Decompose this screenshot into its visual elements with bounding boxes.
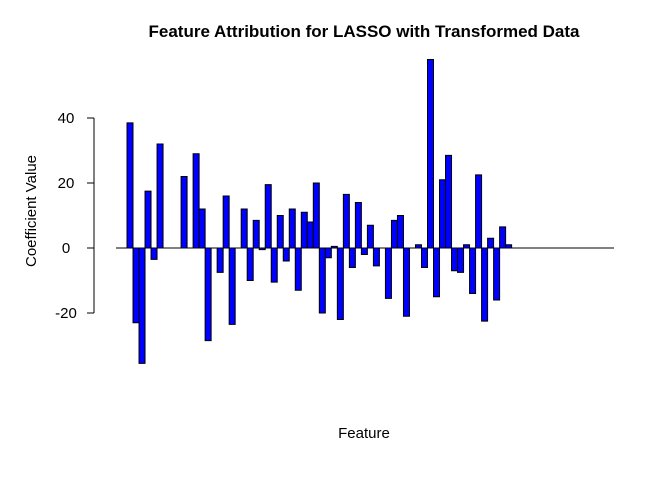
bar-26: [276, 215, 284, 249]
bar-64: [505, 244, 513, 249]
y-tick-label: 20: [58, 175, 75, 192]
y-axis: -20 0 20 40: [55, 110, 95, 322]
bar-16: [216, 247, 224, 273]
y-axis-label: Coefficient Value: [23, 155, 40, 267]
bar-42: [372, 247, 380, 267]
bar-51: [427, 59, 434, 249]
bar-41: [366, 224, 374, 249]
y-tick-label: -20: [55, 305, 77, 322]
bar-49: [414, 244, 422, 249]
bar-58: [469, 247, 477, 294]
bar-1: [126, 122, 134, 249]
bar-24: [264, 184, 272, 249]
bar-17: [222, 195, 230, 249]
bar-55: [451, 247, 459, 272]
bar-61: [487, 237, 495, 249]
bar-50: [420, 247, 428, 268]
bar-20: [240, 208, 248, 249]
bar-23: [258, 247, 266, 251]
bar-60: [481, 247, 489, 322]
bar-52: [433, 247, 441, 298]
y-tick-label: 40: [58, 110, 75, 127]
bar-29: [294, 247, 302, 291]
bar-27: [282, 247, 290, 262]
bar-33: [318, 247, 326, 314]
plot-area: [116, 59, 614, 364]
bar-3: [138, 247, 146, 364]
bar-44: [384, 247, 392, 299]
bar-38: [348, 247, 356, 268]
bar-34: [324, 247, 332, 259]
bar-5: [150, 247, 158, 260]
bar-59: [475, 174, 483, 249]
bar-40: [360, 247, 368, 255]
bar-2: [132, 247, 140, 324]
bar-21: [246, 247, 254, 281]
bar-36: [336, 247, 344, 320]
bar-57: [463, 244, 471, 249]
bar-56: [457, 247, 465, 273]
bar-45: [390, 219, 398, 249]
bar-12: [192, 153, 200, 249]
bar-28: [288, 208, 296, 249]
bar-47: [402, 247, 410, 317]
bar-54: [445, 154, 453, 249]
bar-18: [228, 247, 236, 325]
bar-39: [354, 202, 362, 249]
bar-32: [312, 182, 320, 249]
bar-4: [144, 190, 152, 249]
y-tick-label: 0: [62, 240, 70, 257]
bar-25: [270, 247, 278, 283]
bar-13: [198, 208, 206, 249]
bar-30: [300, 211, 308, 249]
bar-53: [439, 179, 447, 249]
bar-22: [252, 219, 260, 249]
bar-31: [306, 221, 314, 249]
bar-46: [396, 215, 404, 249]
chart-title: Feature Attribution for LASSO with Trans…: [148, 22, 580, 41]
bar-10: [180, 176, 188, 249]
bar-62: [493, 247, 501, 301]
bar-37: [342, 193, 350, 249]
x-axis-label: Feature: [338, 425, 390, 442]
bar-14: [204, 247, 212, 342]
bar-63: [499, 226, 507, 249]
bar-6: [156, 143, 164, 249]
bar-35: [330, 245, 338, 249]
